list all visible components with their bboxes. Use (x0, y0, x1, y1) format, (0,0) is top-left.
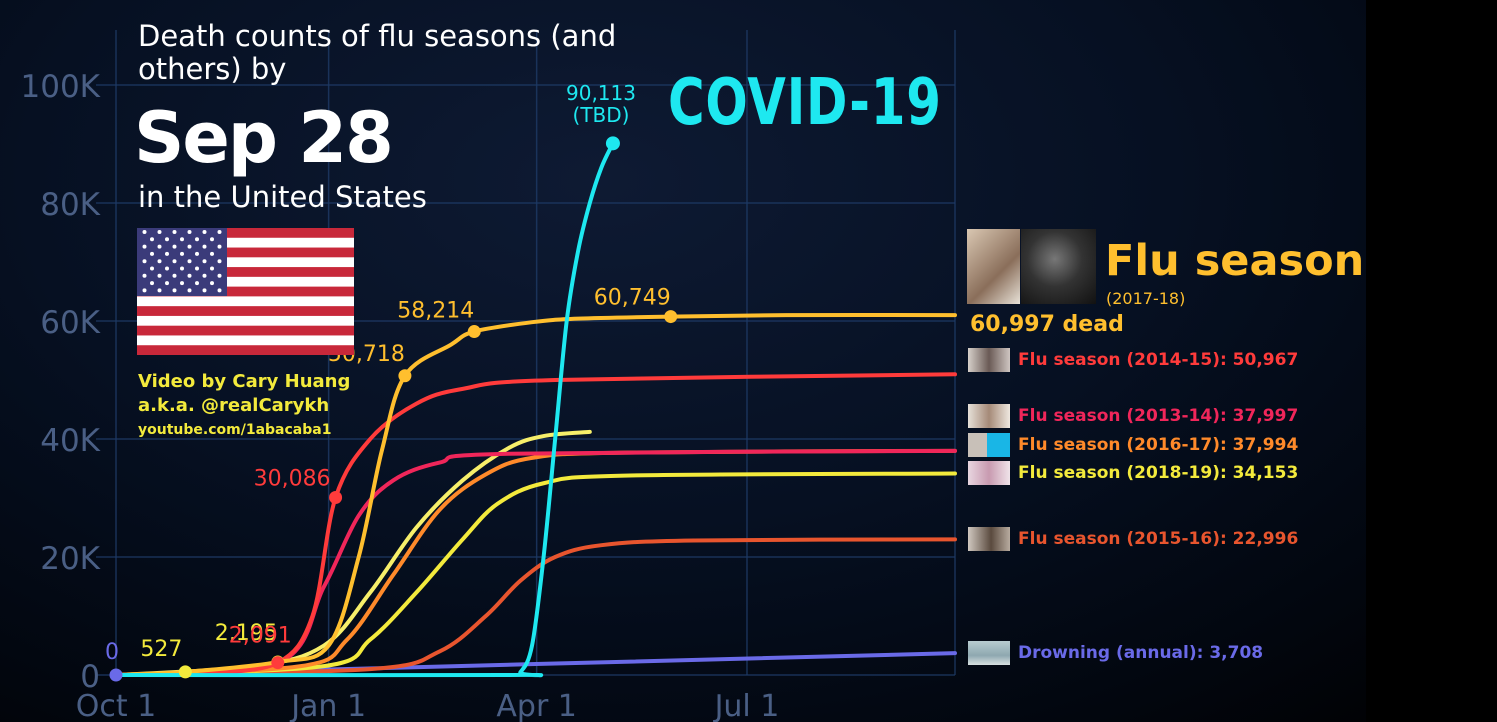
series-line-2 (114, 372, 957, 677)
annotation-dot (109, 668, 123, 682)
y-tick-label: 20K (40, 541, 100, 577)
covid-endpoint-dot (605, 136, 620, 151)
series-line-1 (114, 313, 957, 677)
us-flag-icon (137, 228, 354, 355)
series-line-0 (114, 141, 615, 678)
legend-item-drowning: Drowning (annual): 3,708 (968, 640, 1263, 666)
black-margin (1366, 0, 1497, 722)
series-line-7 (114, 429, 592, 677)
annotation-label: 2,091 (229, 624, 292, 649)
annotation-label: 527 (140, 637, 182, 662)
annotation-dot (329, 490, 343, 504)
legend-item-flu-2013-14: Flu season (2013-14): 37,997 (968, 403, 1298, 429)
annotation-label: 2,195 (215, 621, 278, 646)
credit-line-3: youtube.com/1abacaba1 (138, 422, 332, 438)
flu-season-deaths: 60,997 dead (970, 312, 1124, 337)
annotation-dot (178, 665, 192, 679)
series-line-5 (114, 471, 957, 677)
x-tick-label: Oct 1 (76, 689, 157, 722)
credit-line-2: a.k.a. @realCarykh (138, 395, 330, 416)
legend-thumb (968, 641, 1010, 665)
legend-thumb (968, 527, 1010, 551)
legend-label: Flu season (2013-14): 37,997 (1018, 406, 1299, 426)
legend-item-flu-2014-15: Flu season (2014-15): 50,967 (968, 347, 1298, 373)
legend-label: Flu season (2016-17): 37,994 (1018, 435, 1299, 455)
legend-label: Flu season (2014-15): 50,967 (1018, 350, 1299, 370)
covid-value-label: 90,113 (TBD) (558, 82, 644, 126)
legend-item-flu-2018-19: Flu season (2018-19): 34,153 (968, 460, 1298, 486)
covid-value: 90,113 (566, 81, 636, 105)
credit-line-1: Video by Cary Huang (138, 371, 351, 392)
title-line-1: Death counts of flu seasons (and others)… (138, 19, 617, 86)
legend-item-flu-2015-16: Flu season (2015-16): 22,996 (968, 526, 1298, 552)
y-tick-label: 40K (40, 423, 100, 459)
legend-label: Flu season (2018-19): 34,153 (1018, 463, 1299, 483)
legend-thumb (968, 348, 1010, 372)
flu-photo-2 (1021, 229, 1096, 304)
y-tick-label: 0 (80, 659, 100, 695)
title-date: Sep 28 (134, 97, 394, 179)
annotation-label: 60,749 (594, 286, 671, 311)
flu-season-label: Flu season (1105, 236, 1365, 286)
annotation-label: 58,214 (397, 299, 474, 324)
annotation-dot (664, 310, 678, 324)
legend-label: Flu season (2015-16): 22,996 (1018, 529, 1299, 549)
x-tick-label: Jan 1 (289, 689, 366, 722)
annotation-dot (398, 369, 412, 383)
annotation-label: 0 (105, 640, 119, 665)
annotation-dot (467, 325, 481, 339)
video-credit: Video by Cary Huang a.k.a. @realCarykh y… (138, 370, 350, 442)
legend-thumb (968, 461, 1010, 485)
legend-thumb (968, 433, 1010, 457)
x-tick-label: Apr 1 (496, 689, 577, 722)
legend-item-flu-2016-17: Flu season (2016-17): 37,994 (968, 432, 1298, 458)
annotation-label: 30,086 (254, 466, 331, 491)
y-tick-label: 60K (40, 305, 100, 341)
y-tick-label: 80K (40, 187, 100, 223)
flu-season-year: (2017-18) (1106, 289, 1186, 308)
covid-series-label: COVID-19 (668, 66, 942, 140)
series-line-6 (114, 537, 957, 677)
covid-note: (TBD) (572, 103, 630, 127)
y-tick-label: 100K (21, 69, 101, 105)
flu-photo-1 (967, 229, 1020, 304)
legend-thumb (968, 404, 1010, 428)
annotation-dot (271, 656, 285, 670)
title-line-3: in the United States (138, 180, 427, 214)
legend-label: Drowning (annual): 3,708 (1018, 643, 1264, 663)
x-tick-label: Jul 1 (713, 689, 780, 722)
